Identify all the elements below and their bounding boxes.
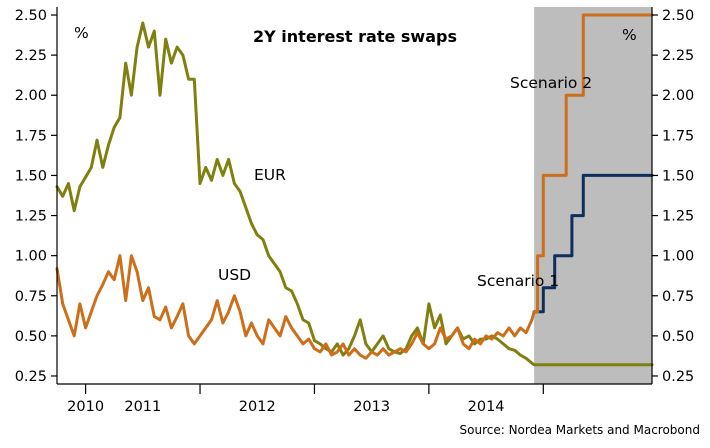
x-tick-label: 2014 [468, 399, 505, 415]
y-tick-label-right: 0.75 [662, 289, 694, 305]
y-tick-label-left: 0.50 [15, 329, 47, 345]
y-tick-label-left: 1.50 [15, 168, 47, 184]
x-tick-label: 2013 [353, 399, 390, 415]
x-tick-label: 2011 [124, 399, 161, 415]
y-tick-label-right: 1.00 [662, 249, 694, 265]
usd-annotation: USD [218, 266, 251, 284]
y-tick-label-right: 1.50 [662, 168, 694, 184]
series-line-usd [55, 254, 536, 360]
scenario2-annotation: Scenario 2 [510, 74, 592, 92]
y-tick-label-right: 1.75 [662, 128, 694, 144]
y-tick-label-right: 2.50 [662, 8, 694, 24]
x-tick-label: 2012 [239, 399, 276, 415]
forecast-shading [534, 7, 652, 384]
y-tick-label-right: 0.25 [662, 369, 694, 385]
y-tick-label-right: 2.00 [662, 88, 694, 104]
y-tick-label-left: 1.00 [15, 249, 47, 265]
y-tick-label-left: 2.25 [15, 48, 47, 64]
y-tick-label-left: 0.75 [15, 289, 47, 305]
left-unit-label: % [74, 24, 89, 42]
series-line-scenario-2 [532, 13, 654, 314]
y-tick-label-left: 1.25 [15, 209, 47, 225]
y-tick-label-right: 2.25 [662, 48, 694, 64]
x-tick-label: 2010 [67, 399, 104, 415]
scenario1-annotation: Scenario 1 [477, 272, 559, 290]
y-tick-label-left: 1.75 [15, 128, 47, 144]
y-tick-label-left: 2.00 [15, 88, 47, 104]
eur-annotation: EUR [254, 166, 286, 184]
source-note: Source: Nordea Markets and Macrobond [460, 423, 701, 437]
chart-title: 2Y interest rate swaps [253, 27, 457, 46]
series-line-scenario-1 [532, 173, 654, 314]
right-unit-label: % [622, 26, 637, 44]
y-tick-label-right: 1.25 [662, 209, 694, 225]
y-tick-label-right: 0.50 [662, 329, 694, 345]
y-tick-label-left: 0.25 [15, 369, 47, 385]
y-tick-label-left: 2.50 [15, 8, 47, 24]
